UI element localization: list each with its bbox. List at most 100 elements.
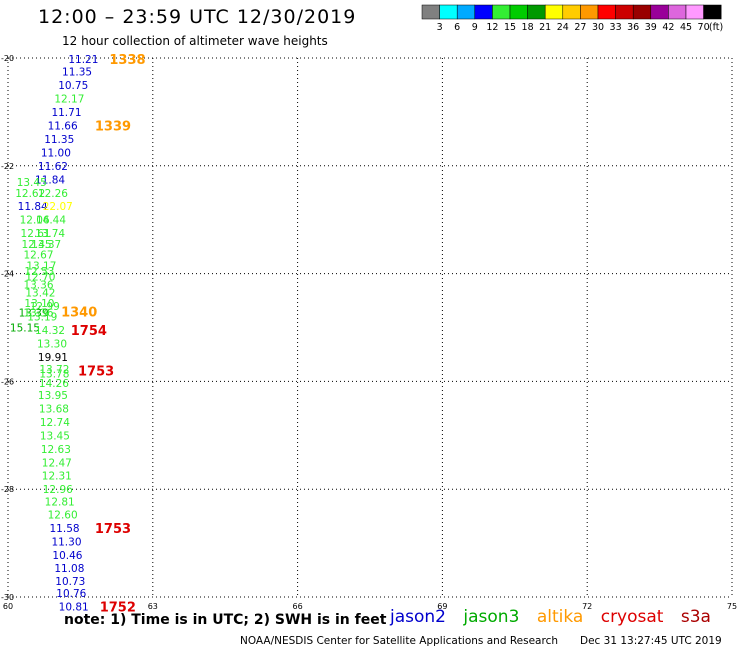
swh-value: 11.30 xyxy=(51,536,81,548)
swh-value: 12.67 xyxy=(23,250,53,262)
swh-value: 12.70 xyxy=(25,271,55,283)
colorbar-label: 36 xyxy=(627,22,639,33)
colorbar-label: 18 xyxy=(522,22,534,33)
colorbar-label: 6 xyxy=(454,22,460,33)
chart-title: 12:00 – 23:59 UTC 12/30/2019 xyxy=(38,6,357,28)
swh-value: 13.17 xyxy=(26,261,56,273)
swh-value: 12.96 xyxy=(43,484,73,496)
generated-timestamp: Dec 31 13:27:45 UTC 2019 xyxy=(580,635,722,647)
swh-value: 13.19 xyxy=(27,312,57,324)
x-tick-label: 60 xyxy=(3,602,13,611)
swh-value: 10.73 xyxy=(55,576,85,588)
y-tick-label: -28 xyxy=(1,485,14,494)
swh-value: 12.47 xyxy=(42,457,72,469)
x-tick-label: 75 xyxy=(727,602,737,611)
colorbar-label: 15 xyxy=(504,22,516,33)
swh-value: 11.84 xyxy=(35,174,65,186)
pass-time-label: 1340 xyxy=(61,305,97,320)
swh-value: 13.42 xyxy=(25,287,55,299)
swh-value: 14.26 xyxy=(39,378,69,390)
satellite-cryosat: cryosat xyxy=(600,607,664,627)
y-tick-label: -22 xyxy=(1,162,14,171)
colorbar-label: 27 xyxy=(574,22,586,33)
swh-value: 13.78 xyxy=(39,368,69,380)
satellite-altika: altika xyxy=(536,607,584,627)
swh-value: 13.45 xyxy=(17,177,47,189)
swh-value: 12.63 xyxy=(41,444,71,456)
swh-value: 12.99 xyxy=(30,301,60,313)
swh-value: 12.60 xyxy=(48,510,78,522)
swh-value: 14.32 xyxy=(35,325,65,337)
colorbar-label: 39 xyxy=(645,22,657,33)
swh-value: 22.07 xyxy=(43,201,73,213)
x-tick-label: 63 xyxy=(148,602,158,611)
satellite-jason2: jason2 xyxy=(390,607,446,627)
swh-value: 10.75 xyxy=(58,80,88,92)
chart-subtitle: 12 hour collection of altimeter wave hei… xyxy=(62,34,328,48)
swh-value: 12.45 xyxy=(22,239,52,251)
pass-time-label: 1753 xyxy=(95,522,131,537)
swh-value: 13.39 xyxy=(19,307,49,319)
pass-time-label: 1338 xyxy=(109,53,145,68)
swh-value: 12.62 xyxy=(15,188,45,200)
swh-value: 11.71 xyxy=(51,107,81,119)
satellite-legend: jason2 jason3 altika cryosat s3a xyxy=(390,607,723,627)
pass-time-label: 1339 xyxy=(95,119,131,134)
color-legend: 3 6 9 12 15 18 21 24 27 30 33 36 39 42 45 70 (ft) xyxy=(421,4,723,33)
swh-value: 11.35 xyxy=(44,134,74,146)
y-tick-label: -30 xyxy=(1,593,14,602)
swh-value: 12.74 xyxy=(40,417,70,429)
colorbar-label: 70 xyxy=(698,22,710,33)
pass-time-label: 1753 xyxy=(78,365,114,380)
colorbar-label: 30 xyxy=(592,22,604,33)
y-tick-label: -24 xyxy=(1,270,14,279)
swh-value: 13.36 xyxy=(23,279,53,291)
swh-value: 12.61 xyxy=(21,228,51,240)
swh-value: 13.74 xyxy=(35,228,65,240)
y-tick-label: -20 xyxy=(1,54,14,63)
swh-value: 12.53 xyxy=(24,266,54,278)
y-tick-label: -26 xyxy=(1,377,14,386)
swh-value: 11.08 xyxy=(54,563,84,575)
swh-value: 12.81 xyxy=(45,497,75,509)
colorbar-label: 24 xyxy=(557,22,569,33)
colorbar-label: 45 xyxy=(680,22,692,33)
credit-line: NOAA/NESDIS Center for Satellite Applica… xyxy=(240,635,558,647)
swh-value: 10.46 xyxy=(52,550,82,562)
swh-value: 13.37 xyxy=(31,239,61,251)
swh-value: 10.76 xyxy=(56,588,86,600)
swh-value: 13.72 xyxy=(39,364,69,376)
footer-note: note: 1) Time is in UTC; 2) SWH is in fe… xyxy=(64,612,387,628)
swh-value: 15.15 xyxy=(10,323,40,335)
swh-value: 11.00 xyxy=(41,147,71,159)
swh-value: 13.36 xyxy=(23,307,53,319)
pass-time-label: 1754 xyxy=(71,324,107,339)
satellite-s3a: s3a xyxy=(680,607,711,627)
colorbar-label: 3 xyxy=(437,22,443,33)
swh-value: 13.30 xyxy=(37,339,67,351)
swh-value: 13.10 xyxy=(24,298,54,310)
x-tick-label: 69 xyxy=(437,602,447,611)
colorbar-swatch xyxy=(703,4,722,20)
colorbar-label: 9 xyxy=(472,22,478,33)
colorbar-label: 12 xyxy=(486,22,498,33)
swh-value: 11.84 xyxy=(18,201,48,213)
colorbar-unit: (ft) xyxy=(709,22,723,33)
swh-value: 13.45 xyxy=(40,430,70,442)
swh-value: 12.06 xyxy=(20,215,50,227)
swh-value: 12.17 xyxy=(54,93,84,105)
swh-value: 11.35 xyxy=(62,66,92,78)
swh-value: 10.81 xyxy=(59,602,89,614)
swh-value: 11.66 xyxy=(48,120,78,132)
swh-value: 14.44 xyxy=(36,215,66,227)
swh-value: 11.62 xyxy=(38,161,68,173)
x-tick-label: 66 xyxy=(293,602,303,611)
satellite-jason3: jason3 xyxy=(463,607,520,627)
x-tick-label: 72 xyxy=(582,602,592,611)
colorbar-label: 33 xyxy=(610,22,622,33)
swh-value: 12.26 xyxy=(38,188,68,200)
colorbar-label: 21 xyxy=(539,22,551,33)
swh-value: 11.58 xyxy=(50,523,80,535)
swh-value: 13.95 xyxy=(38,390,68,402)
